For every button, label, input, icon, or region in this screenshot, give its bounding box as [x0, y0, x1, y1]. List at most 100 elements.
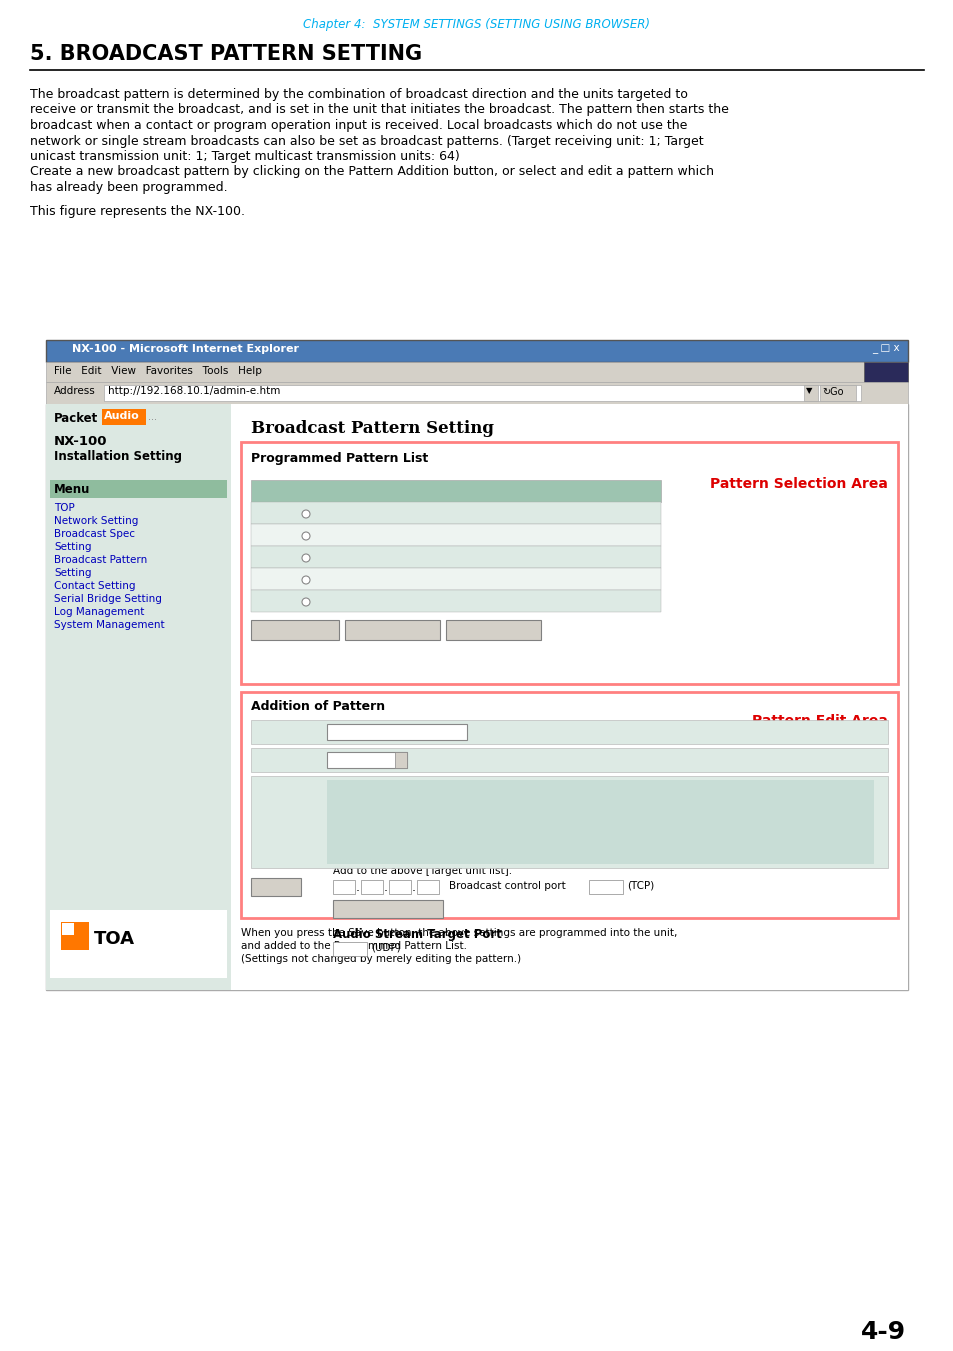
Bar [327, 753, 407, 767]
Bar [241, 692, 897, 917]
Text: Transmission: Transmission [331, 753, 398, 763]
Text: Network Setting: Network Setting [54, 516, 138, 526]
Text: (TCP): (TCP) [626, 881, 654, 892]
Text: (UDP): (UDP) [371, 943, 400, 952]
Text: Setting: Setting [54, 542, 91, 553]
Text: System Management: System Management [54, 620, 165, 630]
Bar [389, 880, 411, 894]
Text: Pattern Edit Area: Pattern Edit Area [751, 713, 887, 728]
Text: Address: Address [54, 386, 95, 396]
Bar [46, 382, 907, 404]
Text: Save: Save [262, 881, 290, 892]
Text: OK: OK [516, 507, 532, 517]
Bar [345, 620, 439, 640]
Text: OK: OK [516, 530, 532, 539]
Text: New Pattern: New Pattern [331, 725, 395, 735]
Bar [251, 748, 887, 771]
Bar [251, 720, 887, 744]
Text: Direction: Direction [254, 753, 305, 763]
Text: Addition of Pattern: Addition of Pattern [251, 700, 385, 713]
Text: Contact Setting: Contact Setting [54, 581, 135, 590]
Bar [104, 385, 861, 401]
Text: and pressing the Target Unit Addition button.): and pressing the Target Unit Addition bu… [333, 828, 572, 838]
Text: Target Unit List: Target Unit List [333, 788, 435, 801]
Text: network or single stream broadcasts can also be set as broadcast patterns. (Targ: network or single stream broadcasts can … [30, 135, 703, 147]
Bar [231, 404, 907, 990]
Text: 5. BROADCAST PATTERN SETTING: 5. BROADCAST PATTERN SETTING [30, 45, 421, 63]
Text: Create a new broadcast pattern by clicking on the Pattern Addition button, or se: Create a new broadcast pattern by clicki… [30, 166, 713, 178]
Bar [333, 942, 367, 957]
Text: Broadcast Pattern Setting: Broadcast Pattern Setting [251, 420, 494, 436]
Text: TOA: TOA [94, 929, 135, 948]
Text: Chapter 4:  SYSTEM SETTINGS (SETTING USING BROWSER): Chapter 4: SYSTEM SETTINGS (SETTING USIN… [303, 18, 650, 31]
Text: _ □ x: _ □ x [871, 345, 899, 354]
Circle shape [302, 532, 310, 540]
Text: Pattern Selection: Pattern Selection [254, 485, 344, 494]
Text: Packet: Packet [54, 412, 98, 426]
Bar [251, 503, 660, 524]
Text: (Settings not changed by merely editing the pattern.): (Settings not changed by merely editing … [241, 954, 520, 965]
Bar [46, 404, 907, 990]
Bar [327, 724, 467, 740]
Bar [61, 921, 89, 950]
Text: 5000: 5000 [335, 943, 361, 952]
Text: Broadcast control port: Broadcast control port [449, 881, 565, 892]
Text: Audio: Audio [104, 411, 139, 422]
Text: ▼: ▼ [805, 386, 812, 394]
Text: Setting: Setting [54, 567, 91, 578]
Bar [395, 753, 407, 767]
Text: 4-9: 4-9 [860, 1320, 905, 1344]
Text: OK: OK [516, 551, 532, 561]
Circle shape [302, 509, 310, 517]
Text: ▼: ▼ [395, 754, 401, 763]
Text: NX-100 - Microsoft Internet Explorer: NX-100 - Microsoft Internet Explorer [71, 345, 298, 354]
Text: When you press the Save button, the above settings are programmed into the unit,: When you press the Save button, the abov… [241, 928, 677, 938]
Bar [416, 880, 438, 894]
Text: No unit listed.: No unit listed. [333, 802, 406, 812]
Text: Menu: Menu [54, 484, 91, 496]
Text: Hall 3: Hall 3 [360, 551, 393, 561]
Text: Pattern Selection Area: Pattern Selection Area [709, 477, 887, 490]
Text: unicast transmission unit: 1; Target multicast transmission units: 64): unicast transmission unit: 1; Target mul… [30, 150, 459, 163]
Text: Parking: Parking [360, 573, 402, 584]
Text: Broadcast Spec: Broadcast Spec [54, 530, 135, 539]
Text: Broadcast Pattern Name: Broadcast Pattern Name [360, 485, 488, 494]
Bar [360, 880, 382, 894]
Bar [102, 409, 146, 426]
Text: Serial Bridge Setting: Serial Bridge Setting [54, 594, 162, 604]
Text: Broadcast Pattern: Broadcast Pattern [54, 555, 147, 565]
Bar [333, 880, 355, 894]
Text: NX-100: NX-100 [54, 435, 108, 449]
Text: 5000: 5000 [590, 881, 617, 892]
Text: ↻Go: ↻Go [821, 386, 842, 397]
Text: .: . [384, 881, 388, 894]
Bar [46, 404, 231, 990]
Text: .: . [355, 881, 359, 894]
Text: .: . [412, 881, 416, 894]
Text: broadcast when a contact or program operation input is received. Local broadcast: broadcast when a contact or program oper… [30, 119, 687, 132]
Bar [62, 923, 74, 935]
Text: ...: ... [148, 412, 157, 422]
Bar [50, 911, 227, 978]
Bar [588, 880, 622, 894]
Bar [251, 480, 660, 503]
Bar [251, 567, 660, 590]
Circle shape [302, 554, 310, 562]
Bar [251, 775, 887, 867]
Bar [820, 385, 855, 401]
Bar [251, 590, 660, 612]
Text: Add to the above [Target unit list].: Add to the above [Target unit list]. [333, 866, 512, 875]
Bar [241, 442, 897, 684]
Bar [251, 878, 301, 896]
Text: All: All [360, 594, 375, 605]
Text: TOP: TOP [54, 503, 74, 513]
Text: (Program by entering in the target unit addition frame: (Program by entering in the target unit … [333, 815, 616, 825]
Circle shape [302, 576, 310, 584]
Bar [327, 780, 873, 865]
Circle shape [302, 598, 310, 607]
Text: Programmed Pattern List: Programmed Pattern List [251, 453, 428, 465]
Text: Target Unit Addition: Target Unit Addition [333, 852, 467, 865]
Text: File   Edit   View   Favorites   Tools   Help: File Edit View Favorites Tools Help [54, 366, 262, 376]
Bar [446, 620, 540, 640]
Text: Hall 2: Hall 2 [360, 530, 393, 539]
